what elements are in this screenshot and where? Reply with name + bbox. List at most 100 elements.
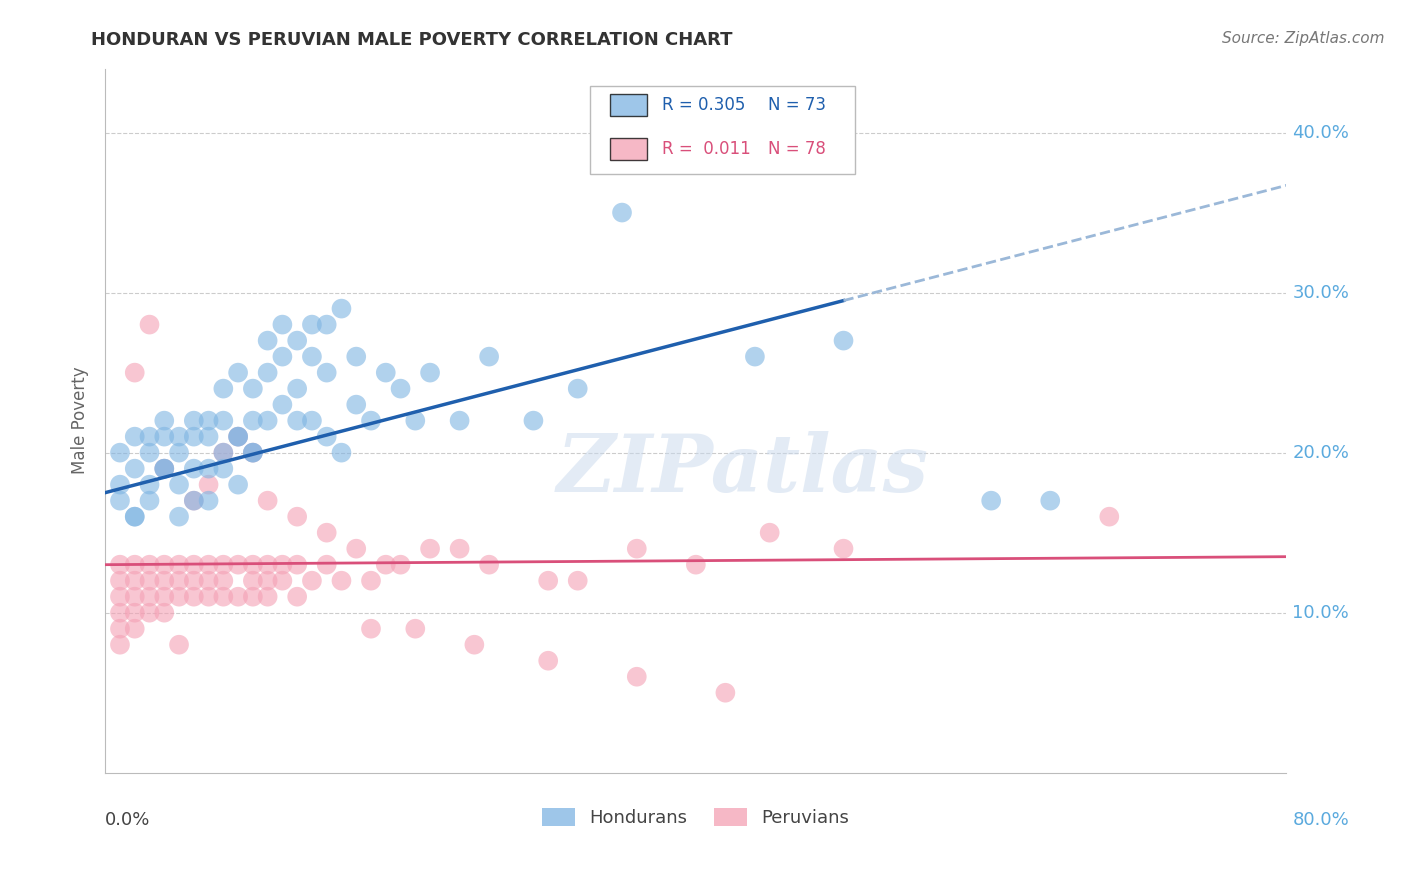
Point xyxy=(124,574,146,588)
Point xyxy=(980,493,1002,508)
Point xyxy=(138,606,160,620)
Point xyxy=(226,430,249,444)
Point xyxy=(256,334,278,348)
Point xyxy=(124,622,146,636)
Point xyxy=(183,493,205,508)
Point xyxy=(124,430,146,444)
Point xyxy=(212,445,235,459)
Point xyxy=(153,461,176,475)
Point xyxy=(419,366,441,380)
Point xyxy=(212,461,235,475)
Point xyxy=(271,350,294,364)
Point xyxy=(285,334,308,348)
Text: ZIPatlas: ZIPatlas xyxy=(557,431,929,508)
Point xyxy=(344,398,367,412)
Point xyxy=(301,574,323,588)
Point xyxy=(360,622,382,636)
Point xyxy=(153,590,176,604)
Point xyxy=(315,525,337,540)
Point xyxy=(626,670,648,684)
Point xyxy=(315,318,337,332)
Point xyxy=(108,638,131,652)
Point xyxy=(330,574,353,588)
Point xyxy=(167,574,190,588)
Text: HONDURAN VS PERUVIAN MALE POVERTY CORRELATION CHART: HONDURAN VS PERUVIAN MALE POVERTY CORREL… xyxy=(91,31,733,49)
Point xyxy=(167,638,190,652)
Point xyxy=(626,541,648,556)
Point xyxy=(256,574,278,588)
Point xyxy=(685,558,707,572)
Point xyxy=(124,590,146,604)
Point xyxy=(256,493,278,508)
Point xyxy=(389,558,412,572)
Point xyxy=(108,445,131,459)
Point xyxy=(153,558,176,572)
Point xyxy=(360,414,382,428)
Legend: Hondurans, Peruvians: Hondurans, Peruvians xyxy=(536,800,856,834)
Point xyxy=(285,382,308,396)
Point xyxy=(124,366,146,380)
Text: R =  0.011: R = 0.011 xyxy=(662,140,751,158)
Text: 40.0%: 40.0% xyxy=(1292,123,1350,142)
Point xyxy=(183,590,205,604)
Text: R = 0.305: R = 0.305 xyxy=(662,96,745,114)
Point xyxy=(138,318,160,332)
Point xyxy=(685,157,707,171)
Point xyxy=(256,366,278,380)
Point xyxy=(758,525,780,540)
Point xyxy=(330,445,353,459)
Text: N = 73: N = 73 xyxy=(768,96,825,114)
Point xyxy=(183,558,205,572)
Point xyxy=(315,366,337,380)
Point xyxy=(167,590,190,604)
Point xyxy=(832,334,855,348)
Point xyxy=(537,574,560,588)
Point xyxy=(449,541,471,556)
Point xyxy=(183,574,205,588)
Point xyxy=(183,430,205,444)
Point xyxy=(285,414,308,428)
Point xyxy=(301,318,323,332)
Point xyxy=(167,445,190,459)
Point xyxy=(183,461,205,475)
Point xyxy=(832,541,855,556)
Point xyxy=(197,590,219,604)
Point xyxy=(374,558,396,572)
Point xyxy=(212,590,235,604)
Point xyxy=(124,558,146,572)
Y-axis label: Male Poverty: Male Poverty xyxy=(72,367,89,475)
Point xyxy=(226,366,249,380)
Point xyxy=(344,350,367,364)
Point xyxy=(478,558,501,572)
Point xyxy=(271,574,294,588)
Point xyxy=(242,414,264,428)
Point xyxy=(197,414,219,428)
Point xyxy=(610,205,633,219)
Point xyxy=(478,350,501,364)
Point xyxy=(744,350,766,364)
Point xyxy=(242,574,264,588)
Point xyxy=(108,590,131,604)
Point xyxy=(167,430,190,444)
Point xyxy=(226,558,249,572)
Point xyxy=(124,606,146,620)
Point xyxy=(315,558,337,572)
Text: 0.0%: 0.0% xyxy=(105,812,150,830)
Point xyxy=(344,541,367,556)
FancyBboxPatch shape xyxy=(610,94,647,117)
Point xyxy=(167,477,190,491)
Point xyxy=(714,686,737,700)
Point xyxy=(301,414,323,428)
Point xyxy=(108,574,131,588)
Point xyxy=(138,590,160,604)
Point xyxy=(374,366,396,380)
Point xyxy=(138,430,160,444)
Point xyxy=(124,461,146,475)
Point xyxy=(463,638,485,652)
Point xyxy=(256,590,278,604)
Point xyxy=(1098,509,1121,524)
Text: 10.0%: 10.0% xyxy=(1292,604,1350,622)
Point xyxy=(389,382,412,396)
Point xyxy=(108,477,131,491)
Point xyxy=(567,574,589,588)
